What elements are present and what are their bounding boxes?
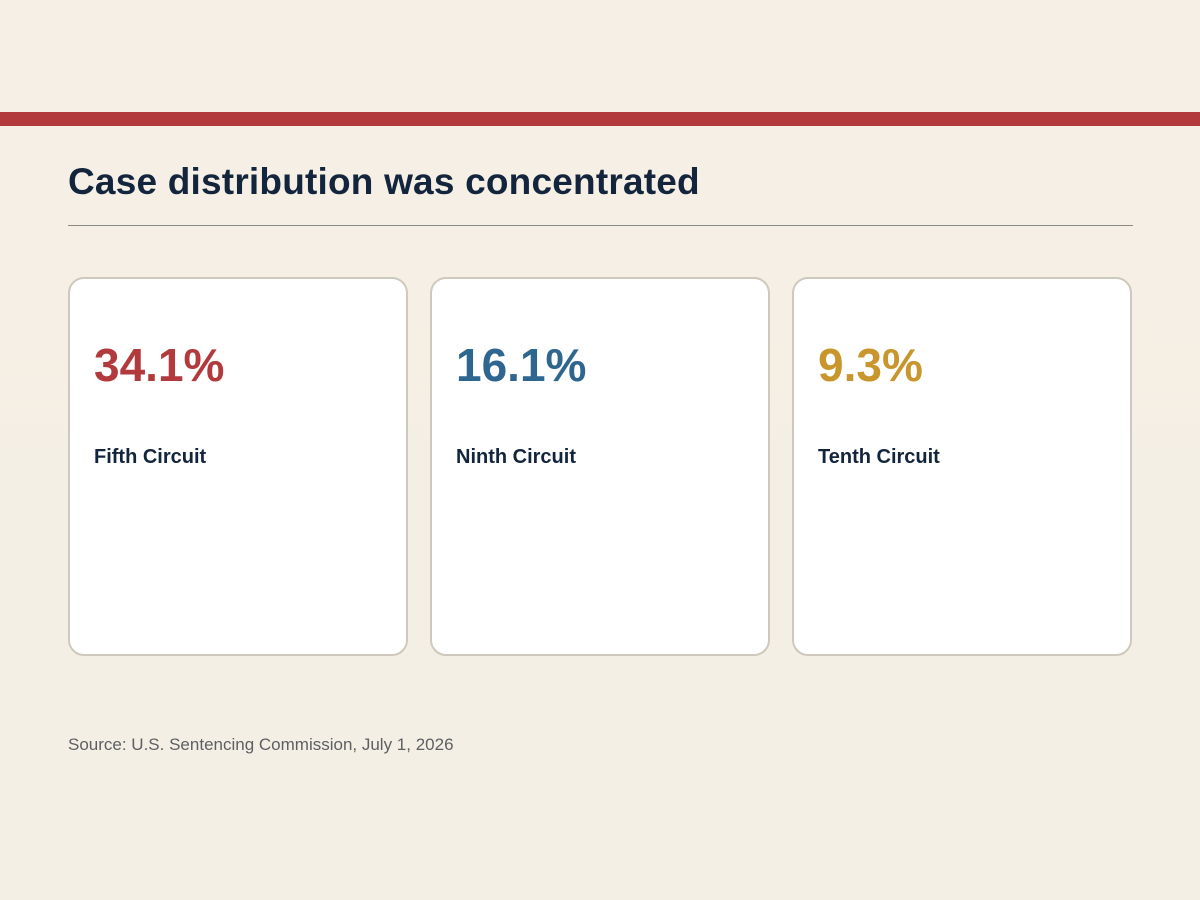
stat-card-tenth-circuit: 9.3% Tenth Circuit: [792, 277, 1132, 656]
stat-label: Tenth Circuit: [818, 446, 940, 468]
stat-value: 9.3%: [818, 339, 923, 391]
stat-label: Ninth Circuit: [456, 446, 576, 468]
title-divider: [68, 225, 1133, 226]
stat-value: 16.1%: [456, 339, 587, 391]
stat-card-ninth-circuit: 16.1% Ninth Circuit: [430, 277, 770, 656]
source-note: Source: U.S. Sentencing Commission, July…: [68, 735, 454, 754]
stat-card-row: 34.1% Fifth Circuit 16.1% Ninth Circuit …: [68, 277, 1132, 656]
stat-value: 34.1%: [94, 339, 225, 391]
stat-card-fifth-circuit: 34.1% Fifth Circuit: [68, 277, 408, 656]
slide-title: Case distribution was concentrated: [68, 161, 700, 202]
stat-label: Fifth Circuit: [94, 446, 207, 468]
top-accent-bar: [0, 112, 1200, 126]
